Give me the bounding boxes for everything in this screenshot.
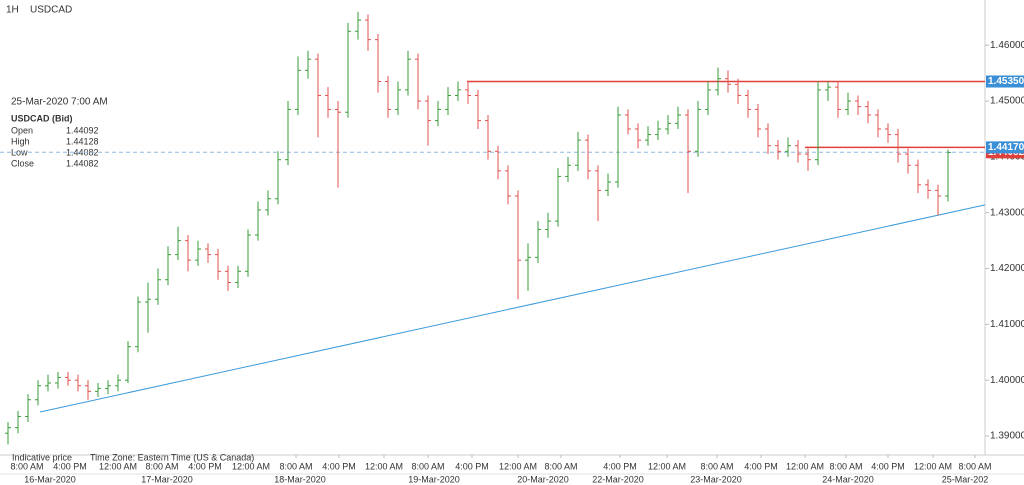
x-tick-label: 8:00 AM (829, 461, 862, 471)
x-tick-label: 12:00 AM (786, 461, 824, 471)
y-tick-label: 1.46000 (990, 40, 1024, 51)
info-value: 1.44092 (66, 125, 99, 135)
y-tick-label: 1.42000 (990, 263, 1024, 274)
x-tick-label: 8:00 AM (145, 461, 178, 471)
date-label: 16-Mar-2020 (24, 474, 76, 484)
level-label: 1.45350 (988, 76, 1024, 87)
info-label: Low (11, 147, 28, 157)
symbol: USDCAD (30, 5, 72, 16)
footer-note: Indicative price (12, 452, 72, 462)
y-tick-label: 1.43000 (990, 207, 1024, 218)
date-label: 23-Mar-2020 (690, 474, 742, 484)
x-tick-label: 12:00 AM (914, 461, 952, 471)
x-tick-label: 4:00 PM (603, 461, 637, 471)
x-tick-label: 4:00 PM (871, 461, 905, 471)
y-tick-label: 1.41000 (990, 319, 1024, 330)
x-tick-label: 4:00 PM (744, 461, 778, 471)
date-label: 25-Mar-202 (942, 474, 989, 484)
x-tick-label: 8:00 AM (411, 461, 444, 471)
x-tick-label: 8:00 AM (958, 461, 991, 471)
info-panel-bg (8, 112, 98, 172)
x-tick-label: 12:00 AM (499, 461, 537, 471)
date-label: 19-Mar-2020 (408, 474, 460, 484)
level-label: 1.44170 (988, 142, 1024, 153)
date-label: 24-Mar-2020 (822, 474, 874, 484)
y-tick-label: 1.40000 (990, 375, 1024, 386)
x-tick-label: 12:00 AM (232, 461, 270, 471)
info-label: Open (11, 125, 33, 135)
footer-note: Time Zone: Eastern Time (US & Canada) (90, 452, 254, 462)
x-tick-label: 8:00 AM (279, 461, 312, 471)
x-tick-label: 12:00 AM (648, 461, 686, 471)
x-tick-label: 8:00 AM (10, 461, 43, 471)
x-tick-label: 8:00 AM (700, 461, 733, 471)
date-label: 20-Mar-2020 (517, 474, 569, 484)
x-tick-label: 4:00 PM (53, 461, 87, 471)
info-value: 1.44082 (66, 147, 99, 157)
trend-line (39, 204, 986, 413)
info-panel: 25-Mar-2020 7:00 AM USDCAD (Bid) Open 1.4… (8, 97, 108, 172)
y-tick-label: 1.45000 (990, 96, 1024, 107)
x-tick-label: 4:00 PM (188, 461, 222, 471)
x-tick-label: 8:00 AM (544, 461, 577, 471)
y-tick-label: 1.39000 (990, 431, 1024, 442)
level-box (986, 75, 1024, 88)
info-value: 1.44128 (66, 136, 99, 146)
x-tick-label: 12:00 AM (365, 461, 403, 471)
date-label: 17-Mar-2020 (141, 474, 193, 484)
x-tick-label: 4:00 PM (322, 461, 356, 471)
info-title: USDCAD (Bid) (11, 113, 73, 123)
info-label: Close (11, 158, 34, 168)
info-value: 1.44082 (66, 158, 99, 168)
info-label: High (11, 136, 30, 146)
interval: 1H (6, 5, 19, 16)
x-tick-label: 4:00 PM (455, 461, 489, 471)
date-label: 18-Mar-2020 (274, 474, 326, 484)
date-label: 22-Mar-2020 (592, 474, 644, 484)
level-box (986, 141, 1024, 154)
info-date: 25-Mar-2020 7:00 AM (11, 97, 108, 108)
x-tick-label: 12:00 AM (99, 461, 137, 471)
